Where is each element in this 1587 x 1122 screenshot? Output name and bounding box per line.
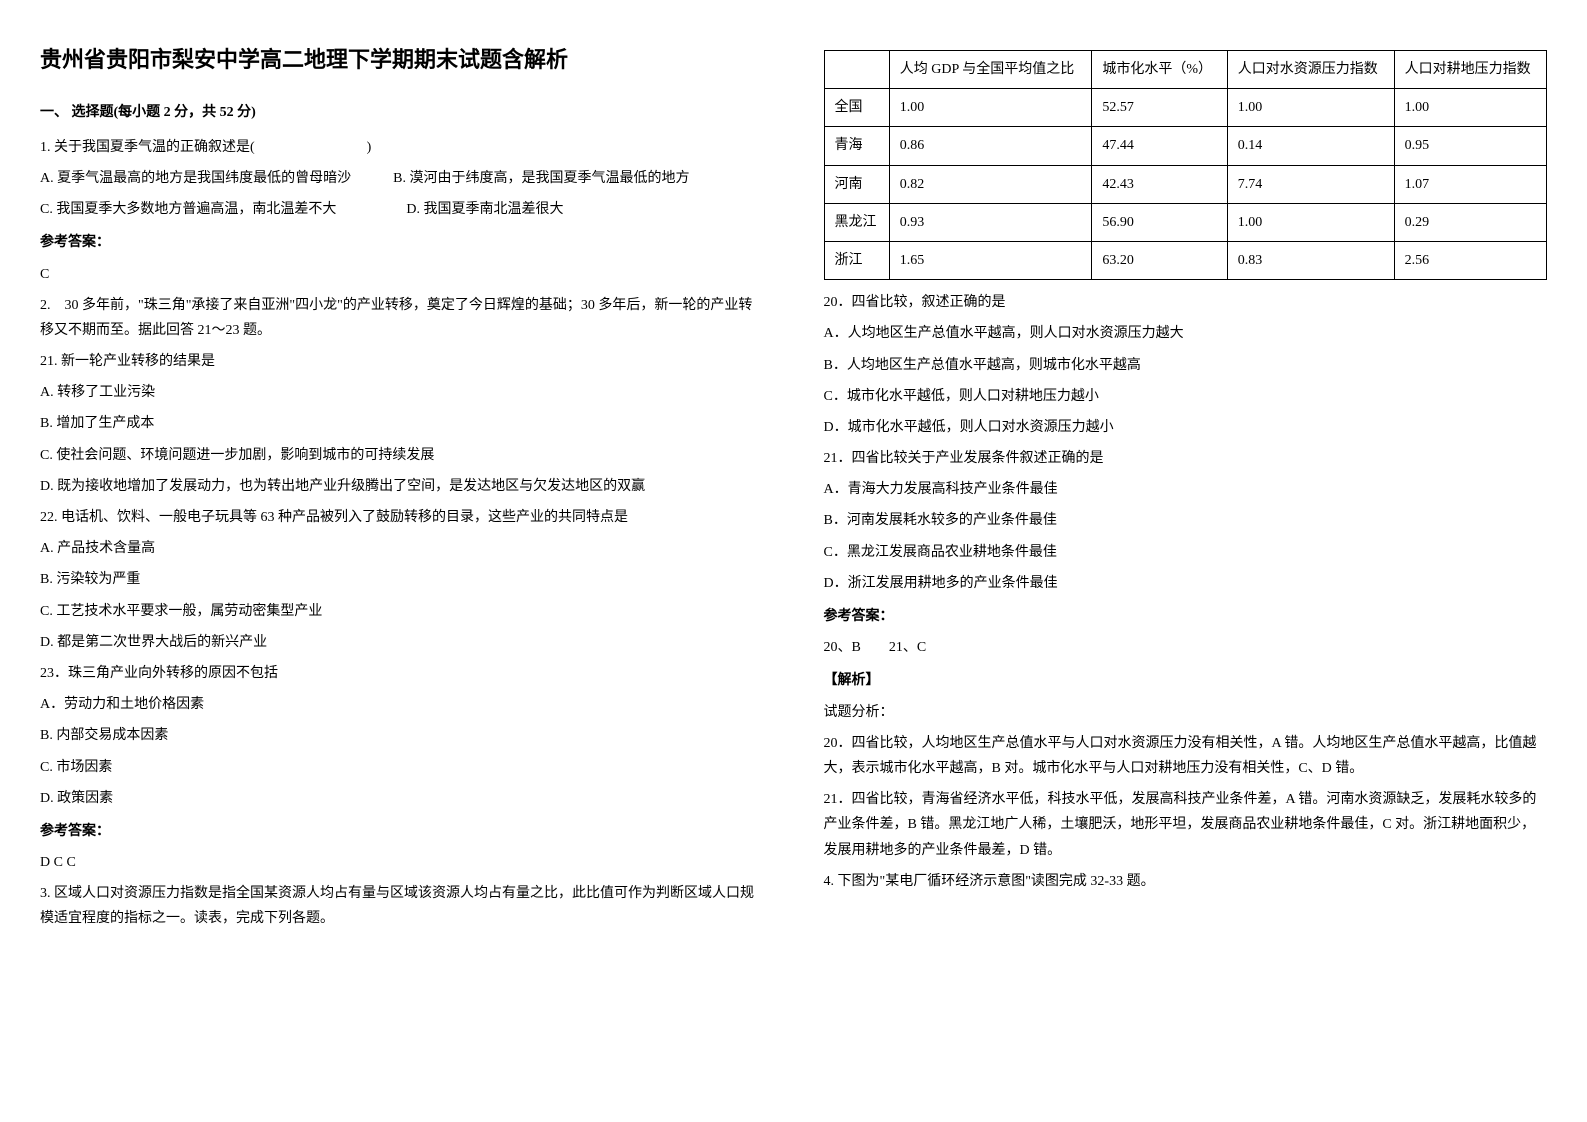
- q2-21-c: C. 使社会问题、环境问题进一步加剧，影响到城市的可持续发展: [40, 443, 764, 468]
- td: 1.00: [1394, 89, 1546, 127]
- q2-22-a: A. 产品技术含量高: [40, 536, 764, 561]
- td: 0.86: [889, 127, 1092, 165]
- q3-stem: 3. 区域人口对资源压力指数是指全国某资源人均占有量与区域该资源人均占有量之比，…: [40, 881, 764, 931]
- td: 青海: [824, 127, 889, 165]
- analysis-21: 21．四省比较，青海省经济水平低，科技水平低，发展高科技产业条件差，A 错。河南…: [824, 787, 1548, 863]
- page-title: 贵州省贵阳市梨安中学高二地理下学期期末试题含解析: [40, 40, 764, 80]
- q2-23-a: A．劳动力和土地价格因素: [40, 692, 764, 717]
- q2-23-d: D. 政策因素: [40, 786, 764, 811]
- q2-intro: 2. 30 多年前，"珠三角"承接了来自亚洲"四小龙"的产业转移，奠定了今日辉煌…: [40, 293, 764, 343]
- q2-23-c: C. 市场因素: [40, 755, 764, 780]
- section-heading: 一、 选择题(每小题 2 分，共 52 分): [40, 100, 764, 125]
- td: 河南: [824, 165, 889, 203]
- q2-21-d: D. 既为接收地增加了发展动力，也为转出地产业升级腾出了空间，是发达地区与欠发达…: [40, 474, 764, 499]
- q1-options-ab: A. 夏季气温最高的地方是我国纬度最低的曾母暗沙 B. 漠河由于纬度高，是我国夏…: [40, 166, 764, 191]
- td: 0.95: [1394, 127, 1546, 165]
- table-row: 河南 0.82 42.43 7.74 1.07: [824, 165, 1547, 203]
- q2-22-d: D. 都是第二次世界大战后的新兴产业: [40, 630, 764, 655]
- q2-22-c: C. 工艺技术水平要求一般，属劳动密集型产业: [40, 599, 764, 624]
- td: 1.07: [1394, 165, 1546, 203]
- table-row: 黑龙江 0.93 56.90 1.00 0.29: [824, 203, 1547, 241]
- q3-20-d: D．城市化水平越低，则人口对水资源压力越小: [824, 415, 1548, 440]
- q3-table: 人均 GDP 与全国平均值之比 城市化水平（%） 人口对水资源压力指数 人口对耕…: [824, 50, 1548, 280]
- analysis-label: 【解析】: [824, 668, 1548, 693]
- td: 0.93: [889, 203, 1092, 241]
- td: 1.00: [1227, 203, 1394, 241]
- td: 浙江: [824, 241, 889, 279]
- td: 7.74: [1227, 165, 1394, 203]
- analysis-sub: 试题分析：: [824, 700, 1548, 725]
- q3-answer-label: 参考答案：: [824, 604, 1548, 629]
- q3-21-a: A．青海大力发展高科技产业条件最佳: [824, 477, 1548, 502]
- q1-answer-label: 参考答案：: [40, 230, 764, 255]
- td: 42.43: [1092, 165, 1227, 203]
- table-row: 浙江 1.65 63.20 0.83 2.56: [824, 241, 1547, 279]
- q4-stem: 4. 下图为"某电厂循环经济示意图"读图完成 32-33 题。: [824, 869, 1548, 894]
- q3-21-c: C．黑龙江发展商品农业耕地条件最佳: [824, 540, 1548, 565]
- q1-options-cd: C. 我国夏季大多数地方普遍高温，南北温差不大 D. 我国夏季南北温差很大: [40, 197, 764, 222]
- th-0: [824, 51, 889, 89]
- th-4: 人口对耕地压力指数: [1394, 51, 1546, 89]
- td: 63.20: [1092, 241, 1227, 279]
- analysis-20: 20．四省比较，人均地区生产总值水平与人口对水资源压力没有相关性，A 错。人均地…: [824, 731, 1548, 781]
- th-3: 人口对水资源压力指数: [1227, 51, 1394, 89]
- td: 47.44: [1092, 127, 1227, 165]
- q1-answer: C: [40, 262, 764, 287]
- q3-20-stem: 20．四省比较，叙述正确的是: [824, 290, 1548, 315]
- td: 1.00: [1227, 89, 1394, 127]
- td: 56.90: [1092, 203, 1227, 241]
- td: 52.57: [1092, 89, 1227, 127]
- q3-answer: 20、B 21、C: [824, 635, 1548, 660]
- q3-20-a: A．人均地区生产总值水平越高，则人口对水资源压力越大: [824, 321, 1548, 346]
- q2-answer-label: 参考答案：: [40, 819, 764, 844]
- table-header-row: 人均 GDP 与全国平均值之比 城市化水平（%） 人口对水资源压力指数 人口对耕…: [824, 51, 1547, 89]
- td: 1.65: [889, 241, 1092, 279]
- table-row: 全国 1.00 52.57 1.00 1.00: [824, 89, 1547, 127]
- th-2: 城市化水平（%）: [1092, 51, 1227, 89]
- q3-21-b: B．河南发展耗水较多的产业条件最佳: [824, 508, 1548, 533]
- q2-22-stem: 22. 电话机、饮料、一般电子玩具等 63 种产品被列入了鼓励转移的目录，这些产…: [40, 505, 764, 530]
- td: 1.00: [889, 89, 1092, 127]
- q2-21-stem: 21. 新一轮产业转移的结果是: [40, 349, 764, 374]
- td: 黑龙江: [824, 203, 889, 241]
- td: 0.29: [1394, 203, 1546, 241]
- th-1: 人均 GDP 与全国平均值之比: [889, 51, 1092, 89]
- q3-20-c: C．城市化水平越低，则人口对耕地压力越小: [824, 384, 1548, 409]
- q3-20-b: B．人均地区生产总值水平越高，则城市化水平越高: [824, 353, 1548, 378]
- q3-21-d: D．浙江发展用耕地多的产业条件最佳: [824, 571, 1548, 596]
- td: 0.82: [889, 165, 1092, 203]
- q1-stem: 1. 关于我国夏季气温的正确叙述是( ): [40, 135, 764, 160]
- q2-23-b: B. 内部交易成本因素: [40, 723, 764, 748]
- td: 0.14: [1227, 127, 1394, 165]
- q2-22-b: B. 污染较为严重: [40, 567, 764, 592]
- td: 0.83: [1227, 241, 1394, 279]
- q2-21-a: A. 转移了工业污染: [40, 380, 764, 405]
- q2-answer: D C C: [40, 850, 764, 875]
- q3-21-stem: 21．四省比较关于产业发展条件叙述正确的是: [824, 446, 1548, 471]
- td: 2.56: [1394, 241, 1546, 279]
- q2-23-stem: 23．珠三角产业向外转移的原因不包括: [40, 661, 764, 686]
- table-row: 青海 0.86 47.44 0.14 0.95: [824, 127, 1547, 165]
- td: 全国: [824, 89, 889, 127]
- q2-21-b: B. 增加了生产成本: [40, 411, 764, 436]
